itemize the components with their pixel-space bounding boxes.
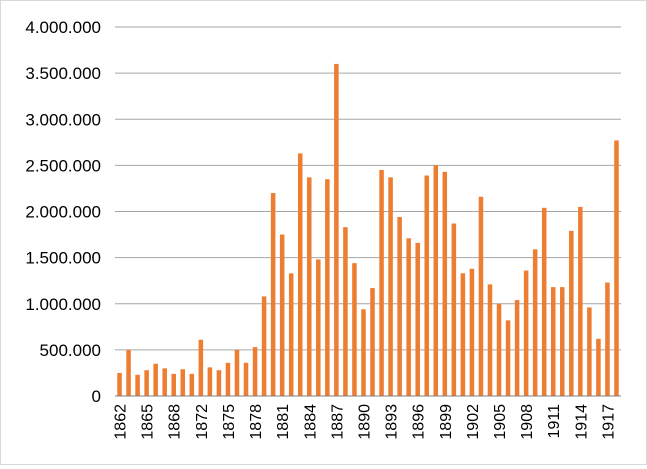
x-tick-label: 1878 xyxy=(248,404,265,440)
x-tick-label: 1911 xyxy=(546,404,563,439)
x-tick-label: 1887 xyxy=(329,404,346,440)
y-axis-tick-labels: 0 500.000 1.000.000 1.500.000 2.000.000 2.500… xyxy=(25,18,101,406)
y-tick-label: 3.000.000 xyxy=(25,110,101,129)
y-tick-label: 2.500.000 xyxy=(25,156,101,175)
bar-1872 xyxy=(198,339,204,396)
bar-1889 xyxy=(352,263,357,396)
y-tick-label: 4.000.000 xyxy=(25,18,101,37)
x-tick-label: 1881 xyxy=(275,404,292,440)
bar-1894 xyxy=(397,217,402,396)
bar-1869 xyxy=(180,369,186,396)
bar-1913 xyxy=(569,230,574,396)
bar-1902 xyxy=(469,268,475,396)
y-tick-label: 1.000.000 xyxy=(25,295,101,314)
bar-1903 xyxy=(478,196,484,396)
bar-1911 xyxy=(550,287,556,396)
x-tick-label: 1917 xyxy=(600,404,617,440)
bar-1917 xyxy=(605,282,610,396)
bar-1877 xyxy=(243,362,249,396)
bar-1874 xyxy=(216,370,222,396)
bar-1868 xyxy=(171,373,176,396)
bar-1882 xyxy=(288,273,294,396)
bar-1897 xyxy=(424,175,429,396)
x-tick-label: 1902 xyxy=(465,404,482,440)
bar-1886 xyxy=(325,179,330,396)
x-tick-label: 1914 xyxy=(573,404,590,440)
x-tick-label: 1899 xyxy=(438,404,455,440)
x-tick-label: 1896 xyxy=(411,404,428,440)
bar-1876 xyxy=(234,349,240,396)
bar-1898 xyxy=(433,165,439,396)
bar-1896 xyxy=(415,242,420,396)
bar-1906 xyxy=(505,320,511,396)
bar-1873 xyxy=(207,367,213,396)
x-tick-label: 1884 xyxy=(302,404,319,440)
x-tick-label: 1862 xyxy=(113,404,130,440)
bar-1909 xyxy=(532,249,538,396)
x-tick-label: 1875 xyxy=(221,404,238,440)
bar-1867 xyxy=(162,368,167,396)
bar-1891 xyxy=(370,288,375,396)
bar-1885 xyxy=(316,259,321,396)
bar-1862 xyxy=(117,372,122,396)
y-tick-label: 500.000 xyxy=(40,341,101,360)
x-tick-label: 1872 xyxy=(194,404,211,440)
gridlines xyxy=(115,26,621,351)
y-tick-label: 2.000.000 xyxy=(25,203,101,222)
y-tick-label: 1.500.000 xyxy=(25,249,101,268)
bars xyxy=(117,63,619,397)
bar-1908 xyxy=(523,270,529,396)
bar-1879 xyxy=(261,296,267,396)
x-tick-label: 1890 xyxy=(356,404,373,440)
bar-1880 xyxy=(270,193,276,396)
bar-1890 xyxy=(361,309,366,396)
bar-1895 xyxy=(406,238,411,396)
bar-1878 xyxy=(252,347,258,396)
bar-1916 xyxy=(596,338,601,396)
x-axis-tick-labels: 1862 1865 1868 1872 1875 1878 1881 1884 1887 1890… xyxy=(113,404,618,440)
x-tick-label: 1893 xyxy=(384,404,401,440)
bar-1887 xyxy=(334,63,339,397)
x-tick-label: 1865 xyxy=(140,404,157,440)
bar-1870 xyxy=(189,373,195,396)
bar-1901 xyxy=(460,273,466,396)
bar-1863 xyxy=(126,349,131,396)
bar-1900 xyxy=(451,223,457,396)
bar-1884 xyxy=(307,177,312,396)
y-tick-label: 3.500.000 xyxy=(25,64,101,83)
bar-1918 xyxy=(614,140,619,396)
bar-1866 xyxy=(153,363,158,396)
y-tick-label: 0 xyxy=(92,387,101,406)
x-tick-label: 1868 xyxy=(167,404,184,440)
bar-1914 xyxy=(578,206,583,396)
bar-1907 xyxy=(514,300,520,396)
bar-1912 xyxy=(560,287,565,396)
bar-1905 xyxy=(496,303,502,396)
bar-1881 xyxy=(279,234,285,396)
bar-1875 xyxy=(225,362,231,396)
bar-1904 xyxy=(487,284,493,396)
bar-1883 xyxy=(297,153,303,396)
bar-1888 xyxy=(343,227,348,396)
bar-1899 xyxy=(442,171,448,396)
bar-1893 xyxy=(388,177,393,396)
bar-1864 xyxy=(135,374,140,396)
bar-1892 xyxy=(379,169,384,396)
x-tick-label: 1908 xyxy=(519,404,536,440)
bar-1915 xyxy=(587,307,592,396)
bar-1865 xyxy=(144,370,149,396)
bar-1910 xyxy=(541,207,547,396)
x-tick-label: 1905 xyxy=(492,404,509,440)
